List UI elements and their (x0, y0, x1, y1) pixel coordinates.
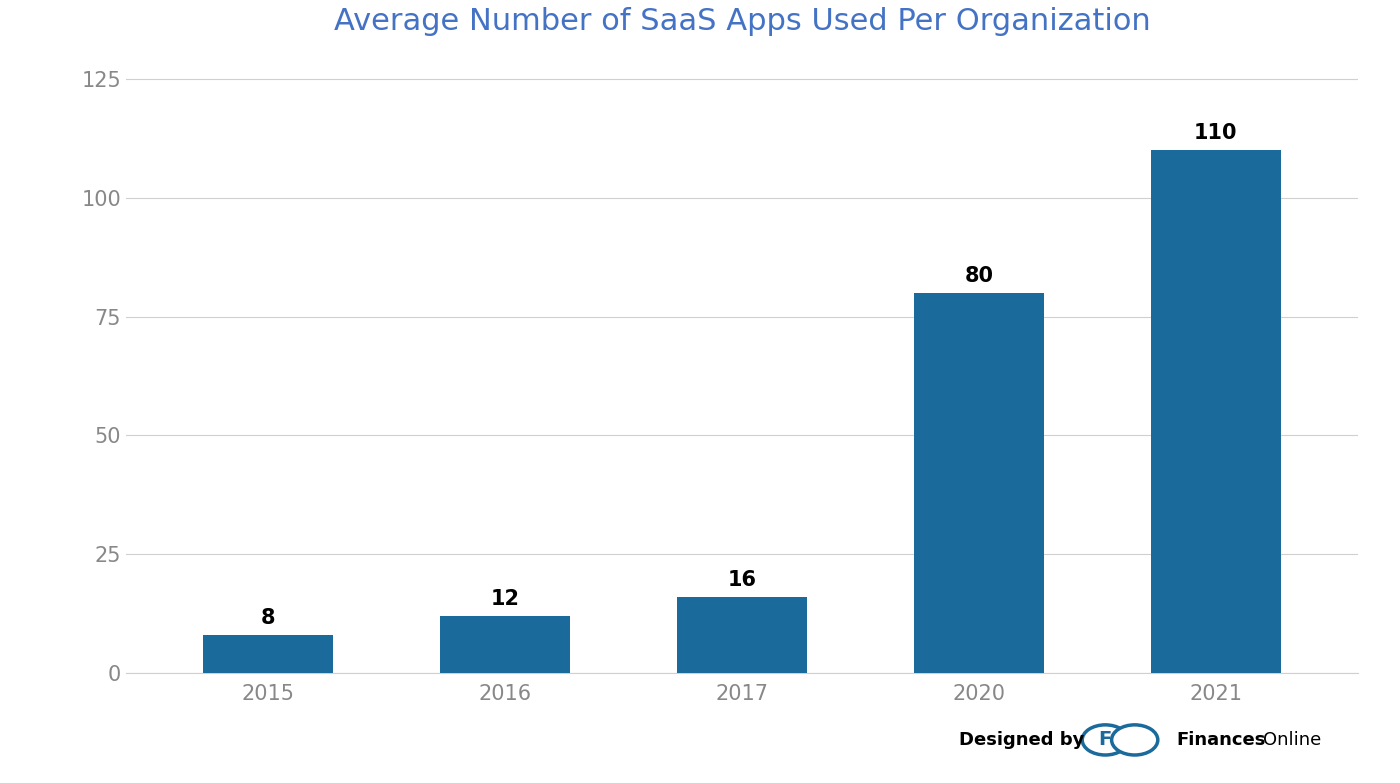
Text: 110: 110 (1194, 123, 1238, 143)
Text: 80: 80 (965, 265, 994, 286)
Bar (676, 597, 808, 673)
Text: Designed by: Designed by (959, 731, 1085, 749)
Text: 12: 12 (490, 589, 519, 609)
Text: Online: Online (1263, 731, 1322, 749)
Bar (203, 635, 333, 673)
Circle shape (1112, 725, 1158, 755)
Text: Finances: Finances (1176, 731, 1266, 749)
Title: Average Number of SaaS Apps Used Per Organization: Average Number of SaaS Apps Used Per Org… (333, 7, 1151, 36)
Bar (914, 293, 1044, 673)
Text: 8: 8 (260, 608, 276, 628)
Text: 16: 16 (728, 570, 756, 590)
Text: F: F (1099, 731, 1112, 749)
Bar (1151, 150, 1281, 673)
Circle shape (1082, 725, 1128, 755)
Bar (440, 616, 570, 673)
